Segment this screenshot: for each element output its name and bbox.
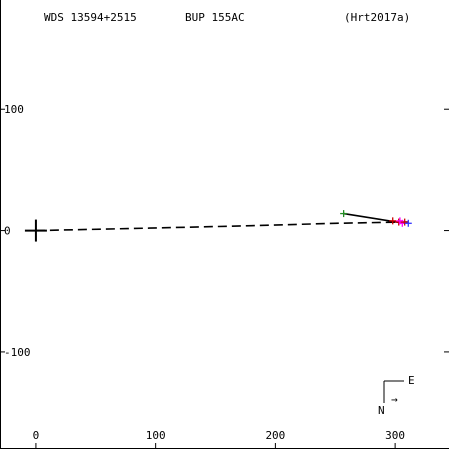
connector-line: [343, 212, 405, 225]
compass-north-label: N: [378, 404, 385, 417]
x-tick-label-0: 0: [33, 429, 40, 442]
reference-label: (Hrt2017a): [344, 11, 410, 24]
observation-point-6: [396, 217, 404, 225]
y-tick-label-0: 100: [4, 103, 24, 116]
x-tick-label-3: 300: [385, 429, 405, 442]
compass-east-label: E: [408, 374, 415, 387]
observation-point-1: [389, 217, 397, 225]
connector-line-group: [343, 212, 405, 225]
observation-point-0: [340, 210, 348, 218]
discoverer-label: BUP 155AC: [185, 11, 245, 24]
motion-arrow-icon: →: [391, 393, 398, 406]
axis-ticks: 0 100 200 300 100 0 -100: [0, 103, 449, 449]
primary-star-group: [24, 219, 47, 242]
x-tick-label-1: 100: [146, 429, 166, 442]
x-tick-label-2: 200: [265, 429, 285, 442]
observation-point-4: [401, 218, 409, 226]
wds-id-label: WDS 13594+2515: [44, 11, 137, 24]
orbit-path-line: [35, 221, 410, 232]
observations-group: [340, 210, 412, 227]
compass-group: E N →: [378, 374, 415, 417]
y-tick-label-2: -100: [4, 346, 31, 359]
y-tick-label-1: 0: [4, 225, 11, 238]
observation-point-5: [404, 219, 412, 227]
orbit-path-group: [35, 221, 410, 232]
observation-point-2: [395, 218, 403, 226]
